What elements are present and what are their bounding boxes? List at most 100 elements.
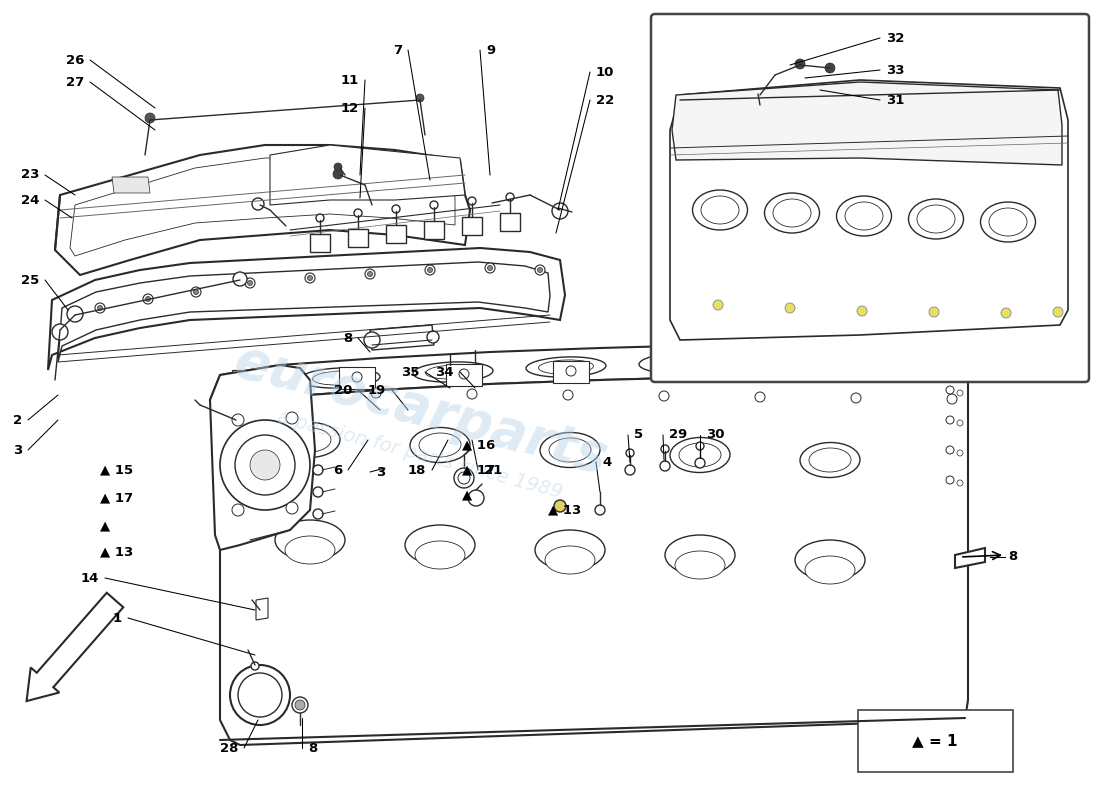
Circle shape <box>286 502 298 514</box>
Ellipse shape <box>289 428 331 452</box>
Text: 30: 30 <box>706 429 725 442</box>
Circle shape <box>334 163 342 171</box>
Ellipse shape <box>312 371 367 385</box>
Polygon shape <box>767 355 803 377</box>
Polygon shape <box>58 262 550 362</box>
FancyBboxPatch shape <box>651 14 1089 382</box>
Circle shape <box>340 385 360 405</box>
Circle shape <box>238 673 282 717</box>
Circle shape <box>957 480 962 486</box>
Polygon shape <box>446 364 482 386</box>
Polygon shape <box>370 325 434 350</box>
Circle shape <box>292 697 308 713</box>
Ellipse shape <box>701 196 739 224</box>
Circle shape <box>659 391 669 401</box>
Circle shape <box>428 267 432 273</box>
Circle shape <box>251 662 258 670</box>
Circle shape <box>713 300 723 310</box>
Ellipse shape <box>752 350 832 370</box>
Circle shape <box>538 267 542 273</box>
Text: 4: 4 <box>602 455 612 469</box>
Ellipse shape <box>526 357 606 377</box>
Ellipse shape <box>540 433 600 467</box>
Text: a passion for parts since 1989: a passion for parts since 1989 <box>275 408 564 502</box>
Circle shape <box>98 306 102 310</box>
Text: 20: 20 <box>333 383 352 397</box>
Circle shape <box>755 392 764 402</box>
Text: ▲ 13: ▲ 13 <box>548 503 581 517</box>
Text: 10: 10 <box>596 66 615 78</box>
Circle shape <box>286 412 298 424</box>
Circle shape <box>145 113 155 123</box>
Circle shape <box>220 420 310 510</box>
Circle shape <box>785 303 795 313</box>
Circle shape <box>308 275 312 281</box>
Circle shape <box>305 273 315 283</box>
Polygon shape <box>955 548 984 568</box>
Circle shape <box>485 263 495 273</box>
Text: ▲ 17: ▲ 17 <box>462 463 495 477</box>
Circle shape <box>780 360 790 370</box>
Ellipse shape <box>808 448 851 472</box>
Circle shape <box>825 63 835 73</box>
Text: 24: 24 <box>21 194 38 206</box>
Circle shape <box>250 450 280 480</box>
Circle shape <box>430 201 438 209</box>
Polygon shape <box>874 352 910 374</box>
Circle shape <box>446 365 455 375</box>
Circle shape <box>468 197 476 205</box>
Ellipse shape <box>805 556 855 584</box>
Polygon shape <box>424 221 444 239</box>
Circle shape <box>364 332 380 348</box>
Circle shape <box>245 375 255 385</box>
Circle shape <box>696 442 704 450</box>
Circle shape <box>754 90 766 102</box>
Circle shape <box>661 445 669 453</box>
Ellipse shape <box>909 199 964 239</box>
Circle shape <box>468 490 484 506</box>
Ellipse shape <box>300 368 379 388</box>
Circle shape <box>1053 307 1063 317</box>
Polygon shape <box>48 248 565 370</box>
Circle shape <box>930 307 939 317</box>
Polygon shape <box>660 358 696 380</box>
Polygon shape <box>210 344 968 410</box>
Circle shape <box>275 387 285 397</box>
Text: ▲ 17: ▲ 17 <box>100 491 133 505</box>
Text: ▲ 13: ▲ 13 <box>100 546 133 558</box>
Circle shape <box>946 476 954 484</box>
Circle shape <box>1001 308 1011 318</box>
Circle shape <box>295 700 305 710</box>
Circle shape <box>552 203 568 219</box>
Ellipse shape <box>419 433 461 457</box>
Circle shape <box>314 465 323 475</box>
Polygon shape <box>290 365 420 415</box>
Ellipse shape <box>535 530 605 570</box>
Text: 29: 29 <box>669 429 688 442</box>
Circle shape <box>946 446 954 454</box>
Text: eurocarparts: eurocarparts <box>228 335 613 485</box>
Polygon shape <box>672 82 1062 165</box>
Circle shape <box>673 363 683 373</box>
Circle shape <box>595 505 605 515</box>
Text: 23: 23 <box>21 169 38 182</box>
Circle shape <box>626 449 634 457</box>
Ellipse shape <box>275 520 345 560</box>
Text: 3: 3 <box>376 466 385 478</box>
Polygon shape <box>112 177 150 193</box>
Ellipse shape <box>764 193 820 233</box>
Circle shape <box>946 386 954 394</box>
Circle shape <box>233 272 248 286</box>
Ellipse shape <box>836 196 891 236</box>
Circle shape <box>554 500 566 512</box>
Circle shape <box>67 306 82 322</box>
Ellipse shape <box>285 536 336 564</box>
Circle shape <box>851 393 861 403</box>
Text: ▲: ▲ <box>100 519 110 533</box>
Text: 12: 12 <box>341 102 359 114</box>
Ellipse shape <box>675 551 725 579</box>
Ellipse shape <box>639 353 719 373</box>
Circle shape <box>459 369 469 379</box>
Circle shape <box>316 214 324 222</box>
Ellipse shape <box>549 438 591 462</box>
